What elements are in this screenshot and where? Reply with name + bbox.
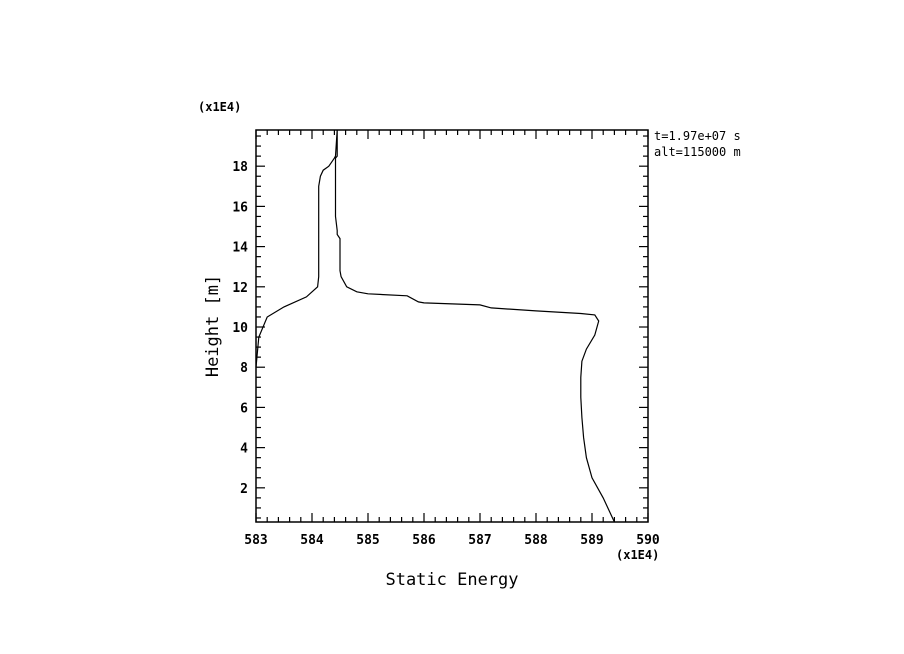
x-tick-label: 584: [300, 533, 324, 548]
axis-ticks: [255, 130, 649, 522]
plot-frame: [255, 129, 649, 523]
annotation-time: t=1.97e+07 s: [654, 129, 741, 143]
x-axis-title: Static Energy: [385, 570, 518, 590]
y-tick-label: 12: [232, 281, 248, 296]
x-tick-label: 588: [524, 533, 548, 548]
y-tick-label: 18: [232, 160, 248, 175]
y-axis-title: Height [m]: [203, 275, 223, 377]
x-tick-label: 585: [356, 533, 379, 548]
x-scale-label: (x1E4): [616, 548, 659, 562]
y-tick-label: 8: [240, 361, 248, 376]
y-tick-label: 14: [232, 241, 248, 256]
x-tick-label: 586: [412, 533, 436, 548]
y-scale-label: (x1E4): [198, 100, 241, 114]
y-tick-label: 16: [232, 200, 248, 215]
y-tick-label: 2: [240, 482, 248, 497]
annotation-altitude: alt=115000 m: [654, 145, 741, 159]
x-tick-label: 589: [580, 533, 603, 548]
y-tick-label: 4: [240, 442, 248, 457]
axis-tick-labels: 583 584 585 586 587 588 589 590 2 4 6 8 10 12 14 16 18: [232, 160, 660, 548]
x-tick-label: 583: [244, 533, 267, 548]
y-tick-label: 6: [240, 401, 248, 416]
series-line: [255, 129, 615, 523]
y-tick-label: 10: [232, 321, 248, 336]
x-tick-label: 590: [636, 533, 660, 548]
x-tick-label: 587: [468, 533, 491, 548]
